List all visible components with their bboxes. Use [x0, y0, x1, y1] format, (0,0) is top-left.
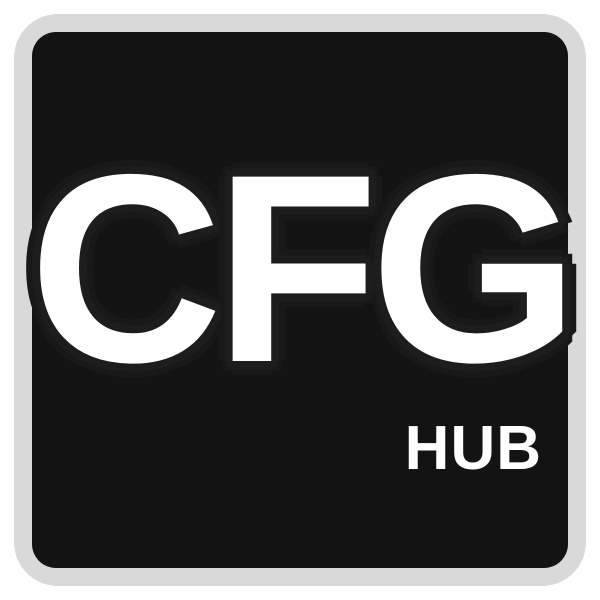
logo-tile [32, 32, 568, 568]
logo-wordmark-sub: HUB [404, 414, 542, 483]
logo-wordmark-main: CFG [29, 118, 579, 418]
